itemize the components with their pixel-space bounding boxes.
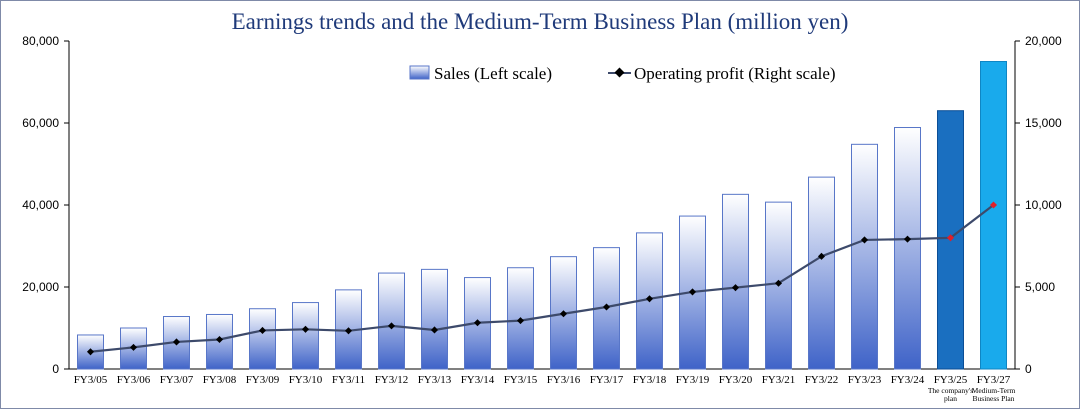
x-tick-label: FY3/06 [117,374,151,386]
x-tick-note: plan [944,394,957,403]
profit-marker [473,319,482,327]
x-tick-label: FY3/13 [418,374,452,386]
left-tick-label: 40,000 [22,198,59,212]
right-tick-label: 5,000 [1025,280,1055,294]
sales-bar [765,201,792,370]
profit-marker [817,252,826,260]
profit-marker [860,236,869,244]
x-tick-label: FY3/17 [590,374,624,386]
x-tick-label: FY3/07 [160,374,194,386]
profit-marker [903,235,912,243]
x-tick-label: FY3/10 [289,374,323,386]
x-tick-label: FY3/22 [805,374,839,386]
sales-bar [292,302,319,370]
sales-bar [421,268,448,370]
profit-marker [774,279,783,287]
sales-bar [722,193,749,370]
profit-marker [86,348,95,356]
profit-line-path [90,204,995,353]
sales-bar [980,61,1007,370]
profit-marker [387,322,396,330]
right-axis-ticks: 0 5,000 10,000 15,000 20,000 [1015,34,1062,376]
profit-marker [645,295,654,303]
sales-bar [378,272,405,370]
x-tick-label: FY3/23 [848,374,882,386]
x-tick-label: FY3/09 [246,374,280,386]
x-tick-label: FY3/25 [934,374,968,386]
operating-profit-line [86,201,998,356]
sales-bar [851,143,878,370]
profit-marker [301,325,310,333]
x-tick-label: FY3/18 [633,374,667,386]
x-tick-note: The company's [928,386,973,395]
profit-marker [172,338,181,346]
x-tick-label: FY3/08 [203,374,237,386]
sales-bar [894,127,921,370]
x-tick-label: FY3/21 [762,374,796,386]
right-tick-label: 10,000 [1025,198,1062,212]
chart-title: Earnings trends and the Medium-Term Busi… [232,9,849,34]
x-tick-label: FY3/20 [719,374,753,386]
x-tick-label: FY3/27 [977,374,1011,386]
profit-marker [602,303,611,311]
left-axis-ticks: 0 20,000 40,000 60,000 80,000 [22,34,69,376]
right-tick-label: 0 [1025,362,1032,376]
profit-marker [258,326,267,334]
legend-profit-label: Operating profit (Right scale) [634,64,836,83]
right-tick-label: 20,000 [1025,34,1062,48]
right-tick-label: 15,000 [1025,116,1062,130]
sales-bars [77,61,1007,370]
left-tick-label: 0 [52,362,59,376]
x-tick-label: FY3/15 [504,374,538,386]
legend: Sales (Left scale) Operating profit (Rig… [409,64,836,83]
legend-sales-label: Sales (Left scale) [434,64,552,83]
category-labels: FY3/05 FY3/06 FY3/07 FY3/08 FY3/09 FY3/10 FY3/… [74,374,1016,403]
profit-marker [129,343,138,351]
profit-marker [688,288,697,296]
x-tick-note: Medium-Term [972,386,1016,395]
sales-bar [249,308,276,370]
x-tick-note: Business Plan [973,394,1015,403]
profit-marker [946,234,955,242]
legend-sales-swatch [409,65,430,80]
x-tick-label: FY3/12 [375,374,409,386]
profit-marker [430,326,439,334]
profit-marker [344,327,353,335]
left-tick-label: 80,000 [22,34,59,48]
x-tick-label: FY3/11 [332,374,365,386]
profit-marker [559,310,568,318]
legend-profit-marker [614,67,625,78]
left-tick-label: 60,000 [22,116,59,130]
x-tick-label: FY3/24 [891,374,925,386]
left-tick-label: 20,000 [22,280,59,294]
profit-marker [516,317,525,325]
x-tick-label: FY3/05 [74,374,108,386]
profit-marker [215,335,224,344]
profit-marker [989,201,998,209]
x-tick-label: FY3/16 [547,374,581,386]
sales-bar [808,176,835,370]
x-tick-label: FY3/19 [676,374,710,386]
x-tick-label: FY3/14 [461,374,495,386]
profit-marker [731,284,740,292]
